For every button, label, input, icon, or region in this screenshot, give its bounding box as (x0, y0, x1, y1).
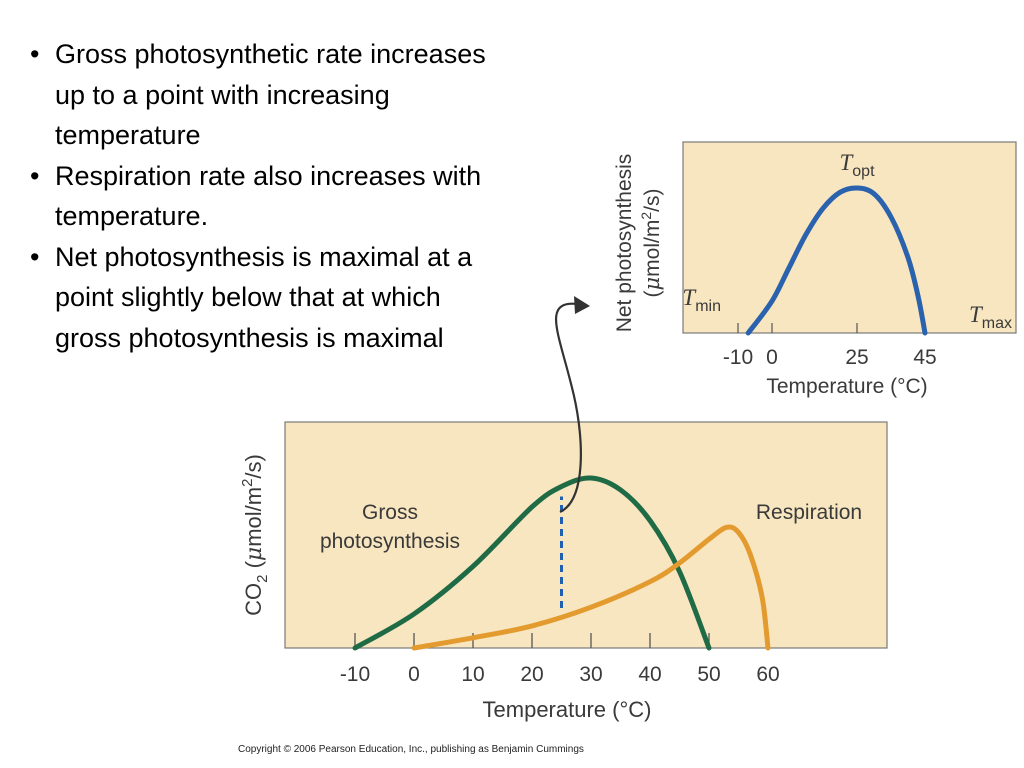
bullet-glyph: • (30, 39, 40, 69)
inset-y-axis-label-line2: (μmol/m2/s) (638, 189, 664, 298)
main-tick-label: 0 (408, 663, 420, 686)
annotation-t-min: Tmin (682, 285, 721, 315)
bullet-list: • Gross photosynthetic rate increases up … (30, 34, 500, 358)
inset-y-axis-label-line1: Net photosynthesis (613, 154, 636, 333)
main-y-axis-label: CO2 (μmol/m2/s) (239, 454, 271, 616)
bullet-text: Respiration rate also increases with tem… (55, 160, 482, 232)
gross-label-line2: photosynthesis (320, 530, 460, 553)
inset-series-line (745, 185, 928, 336)
inset-tick-label: 25 (845, 346, 868, 369)
inset-plot-area (682, 141, 1017, 334)
main-series-line (352, 475, 712, 651)
inset-series-group (745, 185, 928, 336)
inset-x-axis-label: Temperature (°C) (766, 375, 927, 398)
copyright-text: Copyright © 2006 Pearson Education, Inc.… (238, 744, 584, 755)
inset-tick-label: 0 (766, 346, 778, 369)
bullet-glyph: • (30, 241, 40, 272)
annotation-t-max: Tmax (969, 302, 1012, 332)
connector-arrow (554, 302, 582, 513)
bullet-text: Gross photosynthetic rate increases up t… (55, 39, 486, 150)
gross-label-line1: Gross (362, 501, 418, 524)
main-x-axis-label: Temperature (°C) (483, 697, 652, 722)
main-tick-label: 20 (520, 663, 543, 686)
main-tick-label: 40 (638, 663, 661, 686)
bullet-item: • Net photosynthesis is maximal at a poin… (30, 237, 500, 359)
inset-annotations: Tmin Topt Tmax (682, 150, 1012, 332)
main-chart: -10 0 10 20 30 40 50 60 Gross photosynthesis Re… (239, 421, 888, 722)
annotation-t-opt: Topt (839, 150, 875, 180)
bullet-item: • Gross photosynthetic rate increases up … (30, 34, 500, 156)
main-tick-label: 30 (579, 663, 602, 686)
main-series-group (352, 475, 771, 651)
main-series-line (411, 524, 771, 651)
inset-tick-label: -10 (723, 346, 753, 369)
inset-tick-label: 45 (913, 346, 936, 369)
inset-chart: -10 0 25 45 Tmin Topt Tmax Temperature (°C) N… (613, 141, 1017, 398)
bullet-glyph: • (30, 160, 40, 191)
main-tick-label: 60 (756, 663, 779, 686)
bullet-text: Net photosynthesis is maximal at a point… (55, 241, 473, 353)
main-tick-label: 10 (461, 663, 484, 686)
respiration-label: Respiration (756, 501, 862, 524)
connector-arrowhead (574, 296, 590, 314)
bullet-item: • Respiration rate also increases with te… (30, 156, 500, 237)
main-x-ticks: -10 0 10 20 30 40 50 60 (340, 633, 780, 686)
inset-x-ticks: -10 0 25 45 (723, 323, 937, 369)
main-tick-label: 50 (697, 663, 720, 686)
main-tick-label: -10 (340, 663, 370, 686)
